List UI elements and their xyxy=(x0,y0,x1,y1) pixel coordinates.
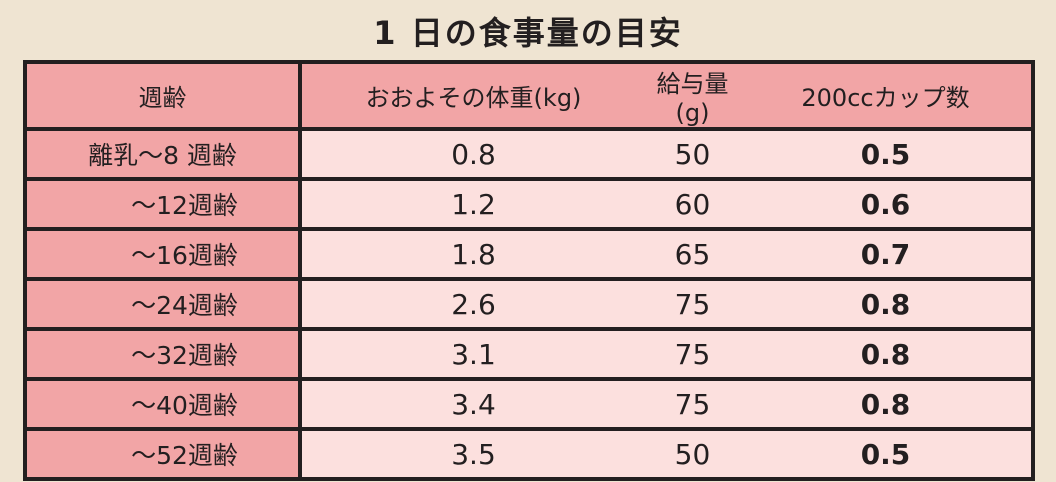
cell-age: ～32週齢 xyxy=(25,327,302,379)
table-row: ～24週齢 2.6 75 0.8 xyxy=(25,277,1033,329)
cell-amount: 75 xyxy=(645,327,740,379)
cell-cups: 0.8 xyxy=(740,377,1033,429)
cell-age: ～12週齢 xyxy=(25,177,302,229)
header-cups: 200ccカップ数 xyxy=(740,60,1033,129)
cell-amount: 75 xyxy=(645,377,740,429)
cell-weight: 2.6 xyxy=(300,277,645,329)
table-row: ～12週齢 1.2 60 0.6 xyxy=(25,177,1033,229)
cell-weight: 0.8 xyxy=(300,127,645,179)
cell-amount: 65 xyxy=(645,227,740,279)
cell-age: 離乳～8 週齢 xyxy=(25,127,302,179)
cell-cups: 0.8 xyxy=(740,327,1033,379)
table-row: ～32週齢 3.1 75 0.8 xyxy=(25,327,1033,379)
cell-weight: 3.5 xyxy=(300,427,645,479)
feeding-table: 週齢 おおよその体重(kg) 給与量(g) 200ccカップ数 離乳～8 週齢 0… xyxy=(23,60,1035,481)
header-weight: おおよその体重(kg) xyxy=(300,60,645,129)
cell-amount: 50 xyxy=(645,127,740,179)
cell-age: ～52週齢 xyxy=(25,427,302,479)
cell-cups: 0.8 xyxy=(740,277,1033,329)
cell-age: ～16週齢 xyxy=(25,227,302,279)
cell-amount: 60 xyxy=(645,177,740,229)
table-row: ～16週齢 1.8 65 0.7 xyxy=(25,227,1033,279)
cell-cups: 0.5 xyxy=(740,427,1033,479)
cell-cups: 0.7 xyxy=(740,227,1033,279)
cell-age: ～24週齢 xyxy=(25,277,302,329)
table-row: ～52週齢 3.5 50 0.5 xyxy=(25,427,1033,479)
cell-age: ～40週齢 xyxy=(25,377,302,429)
cell-weight: 1.2 xyxy=(300,177,645,229)
page-title: 1 日の食事量の目安 xyxy=(373,14,683,52)
table-row: ～40週齢 3.4 75 0.8 xyxy=(25,377,1033,429)
header-amount: 給与量(g) xyxy=(645,60,740,129)
table-row: 離乳～8 週齢 0.8 50 0.5 xyxy=(25,127,1033,179)
cell-amount: 75 xyxy=(645,277,740,329)
cell-weight: 3.4 xyxy=(300,377,645,429)
cell-cups: 0.6 xyxy=(740,177,1033,229)
header-age: 週齢 xyxy=(25,60,302,129)
cell-weight: 1.8 xyxy=(300,227,645,279)
cell-weight: 3.1 xyxy=(300,327,645,379)
cell-amount: 50 xyxy=(645,427,740,479)
table-header-row: 週齢 おおよその体重(kg) 給与量(g) 200ccカップ数 xyxy=(25,60,1033,129)
cell-cups: 0.5 xyxy=(740,127,1033,179)
